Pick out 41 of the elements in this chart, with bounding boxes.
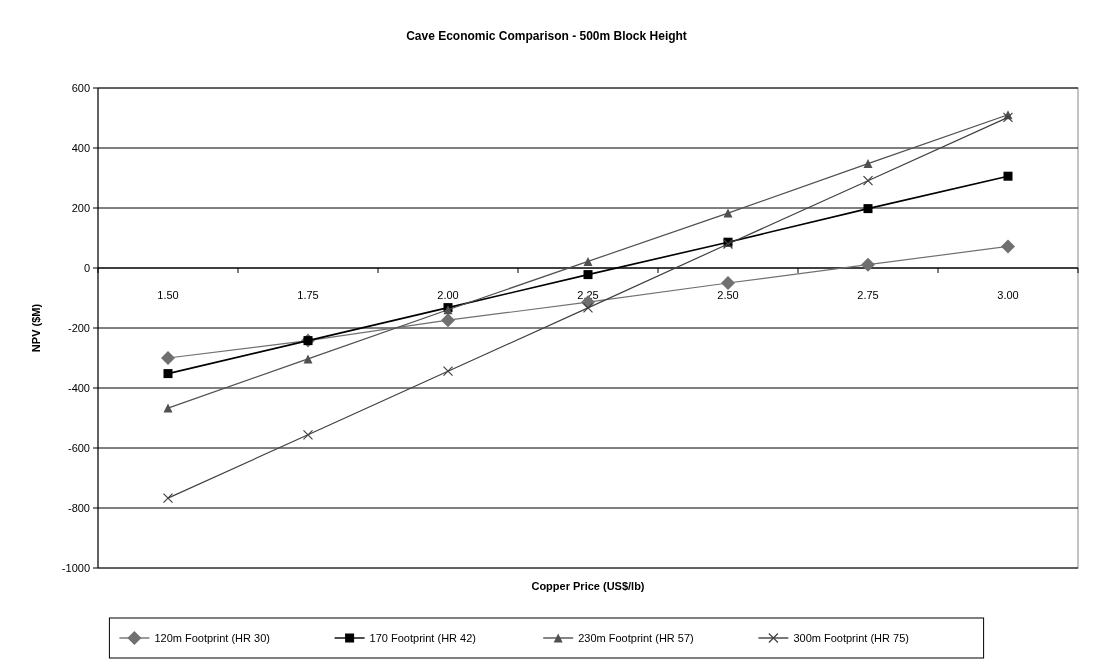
point <box>442 366 454 377</box>
point <box>163 403 173 413</box>
x-tick-label: 1.50 <box>157 289 179 301</box>
y-tick-label: -200 <box>67 321 90 334</box>
y-tick-label: -1000 <box>61 561 90 574</box>
point <box>161 351 175 365</box>
point <box>721 276 735 290</box>
point <box>862 175 874 186</box>
point <box>863 204 873 214</box>
y-tick-label: 200 <box>71 201 90 214</box>
point <box>1001 239 1015 254</box>
legend-label: 230m Footprint (HR 57) <box>578 631 694 644</box>
point <box>162 493 174 504</box>
point <box>303 354 313 364</box>
y-tick-label: 400 <box>71 141 90 154</box>
x-axis-title: Copper Price (US$/lb) <box>531 580 645 592</box>
point <box>723 208 733 218</box>
point <box>441 313 455 328</box>
y-axis-title: NPV ($M) <box>30 303 42 353</box>
point <box>583 256 593 266</box>
chart-title: Cave Economic Comparison - 500m Block Height <box>406 29 687 43</box>
y-tick-label: 0 <box>83 261 90 274</box>
x-tick-label: 2.50 <box>717 289 739 301</box>
legend-label: 300m Footprint (HR 75) <box>793 631 909 644</box>
legend-label: 120m Footprint (HR 30) <box>154 631 270 644</box>
point <box>863 159 873 169</box>
legend-label: 170 Footprint (HR 42) <box>369 631 476 644</box>
point <box>861 257 875 272</box>
point <box>1003 171 1013 181</box>
point <box>583 270 593 280</box>
y-tick-label: -400 <box>67 381 90 394</box>
x-tick-label: 1.75 <box>297 289 319 301</box>
point <box>582 302 594 313</box>
x-tick-label: 3.00 <box>997 289 1019 301</box>
x-tick-label: 2.75 <box>857 289 879 301</box>
point <box>163 369 173 379</box>
point <box>302 429 314 440</box>
y-tick-label: -600 <box>67 441 90 454</box>
y-tick-label: -800 <box>67 501 90 514</box>
y-tick-label: 600 <box>71 81 90 94</box>
x-tick-label: 2.00 <box>437 289 459 301</box>
